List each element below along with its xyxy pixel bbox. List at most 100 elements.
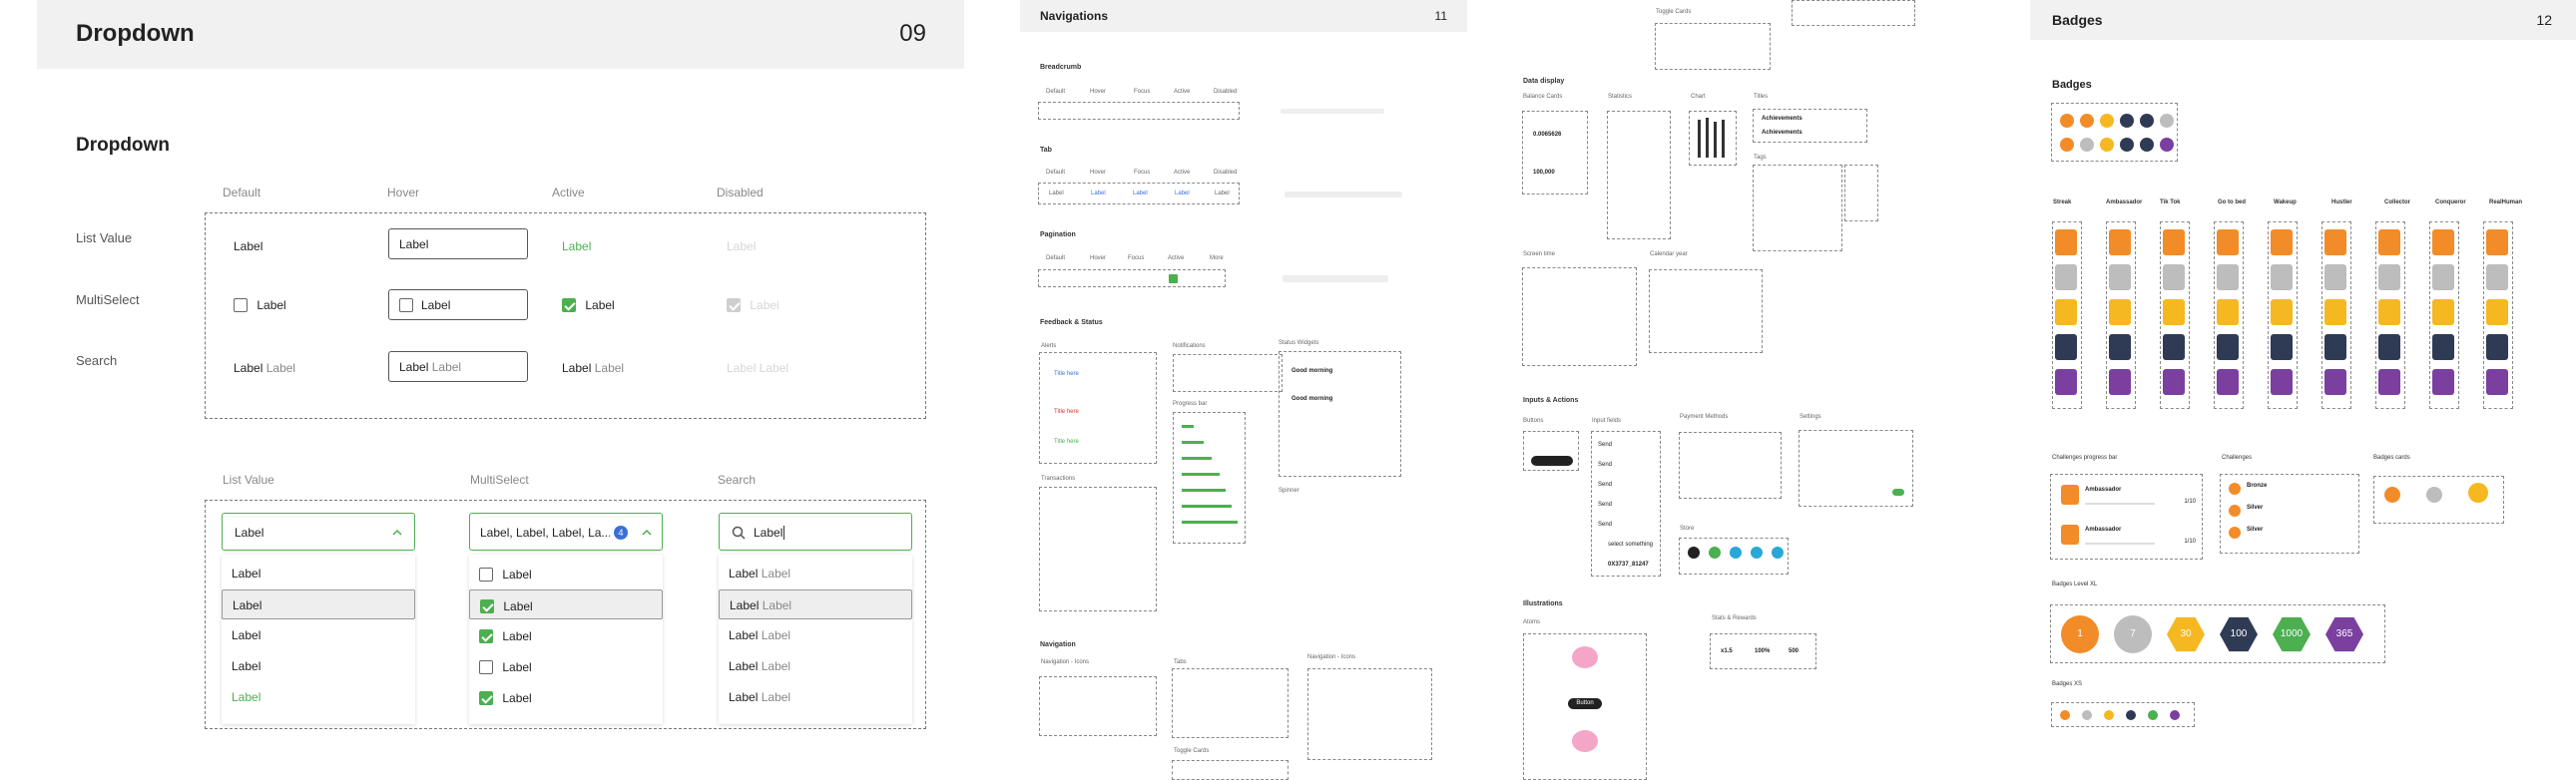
badge-dot [2160,114,2174,128]
challenges-progress-title: Challenges progress bar [2052,455,2118,461]
multiselect-select[interactable]: Label, Label, Label, La... 4 [469,513,663,551]
breadcrumb-state-focus: Focus [1134,89,1151,95]
badge-col-wakeup: Wakeup [2274,199,2297,205]
multiselect-option[interactable]: Label [469,682,663,712]
search-option[interactable]: Label Label [719,651,912,681]
badge-tile [2163,229,2185,255]
statistics-title: Statistics [1608,94,1633,100]
search-hover-label: Label [399,360,429,374]
multiselect-option[interactable]: Label [469,651,663,681]
search-hover[interactable]: Label Label [388,351,528,382]
state-header-active: Active [552,186,585,199]
navigation-icons-title: Navigation - Icons [1041,659,1090,665]
dropdown-open-frame: Label Label Label Label Label Label Labe… [205,500,926,729]
multiselect-option[interactable]: Label [469,559,663,588]
achievements-title: Achievements [1762,116,1803,122]
calendar-frame [1649,269,1763,353]
chart-bar [1698,120,1701,158]
list-value-hover[interactable]: Label [388,228,528,259]
badge-tile [2109,299,2131,325]
store-icon[interactable] [1688,547,1700,559]
multiselect-option-selected[interactable]: Label [469,589,663,619]
pagination-state-more: More [1210,255,1224,261]
tab-sample[interactable]: Label [1049,191,1064,196]
checkbox-icon [479,567,493,582]
badge-dot [2120,138,2134,152]
badge-card [2384,487,2400,503]
navigation-frame [1039,676,1157,736]
search-option[interactable]: Label Label [719,559,912,588]
illustration-button[interactable]: Button [1568,698,1602,709]
list-value-option-selected[interactable]: Label [222,589,415,619]
multiselect-menu: Label Label Label Label Label [469,555,663,724]
address-field[interactable]: 0X3737_81247 [1608,562,1649,568]
multiselect-option-label: Label [502,659,532,674]
challenge-icon [2061,525,2079,545]
badge-dot [2060,138,2074,152]
badge-dot [2140,138,2154,152]
select-something-field[interactable]: select something [1608,542,1654,548]
multiselect-option-label: Label [503,598,533,613]
navigation-title: Navigation [1040,641,1076,648]
store-icon[interactable] [1709,547,1721,559]
multiselect-hover[interactable]: Label [388,289,528,320]
badge-tile [2378,334,2400,360]
list-value-select[interactable]: Label [222,513,415,551]
badge-tile [2324,264,2346,290]
tab-sample[interactable]: Label [1175,191,1190,196]
atoms-title: Atoms [1523,619,1541,625]
search-default[interactable]: Label Label [234,361,295,375]
store-icon[interactable] [1772,547,1784,559]
tab-sample[interactable]: Label [1091,191,1106,196]
search-active[interactable]: Label Label [562,361,624,375]
tab-state-focus: Focus [1134,170,1151,176]
multiselect-option[interactable]: Label [469,620,663,650]
tab-row-sample [1285,192,1402,197]
badge-tile [2163,299,2185,325]
badge-column-frame [2052,221,2082,409]
notifications-frame [1173,354,1283,392]
multiselect-active[interactable]: Label [562,297,615,312]
list-value-option[interactable]: Label [232,567,261,581]
badge-tile [2217,299,2239,325]
tab-sample[interactable]: Label [1133,191,1148,196]
search-option-hint: Label [762,598,792,612]
store-icon[interactable] [1730,547,1742,559]
list-value-option-active[interactable]: Label [232,690,261,704]
multiselect-disabled: Label [727,297,779,312]
store-icon[interactable] [1751,547,1763,559]
search-option-selected[interactable]: Label Label [719,589,912,619]
progress-bar [1182,489,1226,492]
level-badge: 1000 [2273,616,2311,652]
pagination-state-focus: Focus [1128,255,1145,261]
badge-tile [2109,229,2131,255]
progress-bar [1182,473,1220,476]
search-option[interactable]: Label Label [719,620,912,650]
progress-bar [1182,505,1232,508]
search-option-label: Label [729,567,759,581]
sample-button-dark[interactable] [1531,456,1573,466]
toggle-cards-frame [1172,760,1288,780]
open-header-multiselect: MultiSelect [470,473,529,487]
badge-tile [2163,264,2185,290]
multiselect-option-label: Label [502,628,532,643]
badge-tile [2109,264,2131,290]
list-value-default[interactable]: Label [234,239,263,253]
pagination-state-default: Default [1046,255,1066,261]
state-header-hover: Hover [387,186,420,199]
chart-bar [1722,120,1725,158]
pagination-state-active: Active [1168,255,1185,261]
toggle-switch[interactable] [1892,489,1904,496]
badge-column-frame [2214,221,2244,409]
pagination-active-page[interactable] [1169,274,1178,283]
list-value-active[interactable]: Label [562,239,592,253]
multiselect-default[interactable]: Label [234,297,286,312]
list-value-option[interactable]: Label [232,628,261,642]
badge-tile [2378,264,2400,290]
search-option-hint: Label [761,567,791,581]
search-option[interactable]: Label Label [719,682,912,712]
list-value-option[interactable]: Label [232,659,261,673]
badge-tile [2055,299,2077,325]
multiselect-hover-label: Label [421,298,451,312]
search-select[interactable]: Label [719,513,912,551]
